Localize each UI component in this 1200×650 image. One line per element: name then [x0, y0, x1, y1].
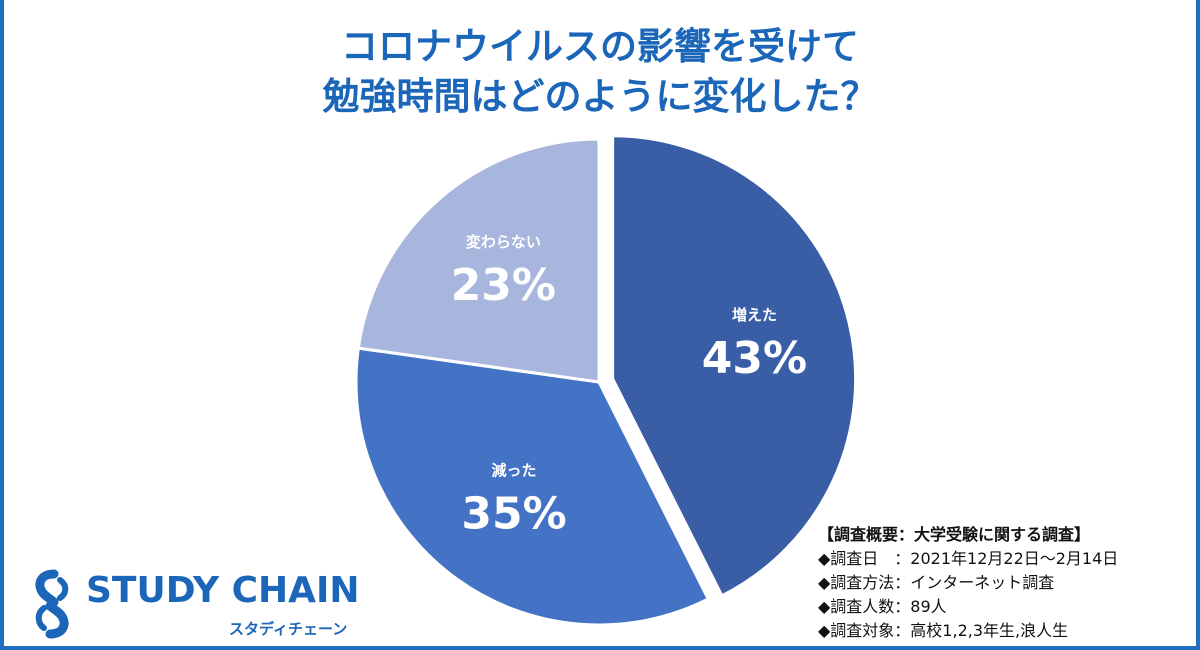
pie-slice-1: [354, 346, 711, 627]
chain-link-icon: [35, 569, 69, 639]
survey-line-date: ◆調査日 ：2021年12月22日〜2月14日: [818, 549, 1119, 568]
pie-slice-2: [356, 137, 601, 384]
slice-label-2: 変わらない: [466, 233, 541, 251]
survey-heading: 【調査概要：大学受験に関する調査】: [818, 525, 1091, 544]
chart-title: コロナウイルスの影響を受けて 勉強時間はどのように変化した？: [0, 22, 1200, 122]
slice-value-2: 23%: [451, 260, 556, 311]
survey-line-target: ◆調査対象：高校1,2,3年生,浪人生: [818, 621, 1069, 640]
survey-line-method: ◆調査方法：インターネット調査: [818, 573, 1055, 592]
study-chain-logo: STUDY CHAIN スタディチェーン: [24, 568, 384, 640]
slice-value-1: 35%: [461, 488, 566, 539]
chart-title-line1: コロナウイルスの影響を受けて: [341, 25, 859, 68]
survey-line-count: ◆調査人数：89人: [818, 597, 947, 616]
logo-name: STUDY CHAIN: [86, 570, 360, 611]
chart-title-line2: 勉強時間はどのように変化した？: [322, 75, 878, 118]
logo-subtitle: スタディチェーン: [229, 620, 348, 638]
slice-value-0: 43%: [702, 333, 807, 384]
survey-summary: 【調査概要：大学受験に関する調査】 ◆調査日 ：2021年12月22日〜2月14…: [818, 523, 1190, 643]
slice-label-0: 増えた: [732, 306, 777, 324]
pie-slice-0: [611, 134, 858, 598]
slice-label-1: 減った: [492, 461, 537, 479]
